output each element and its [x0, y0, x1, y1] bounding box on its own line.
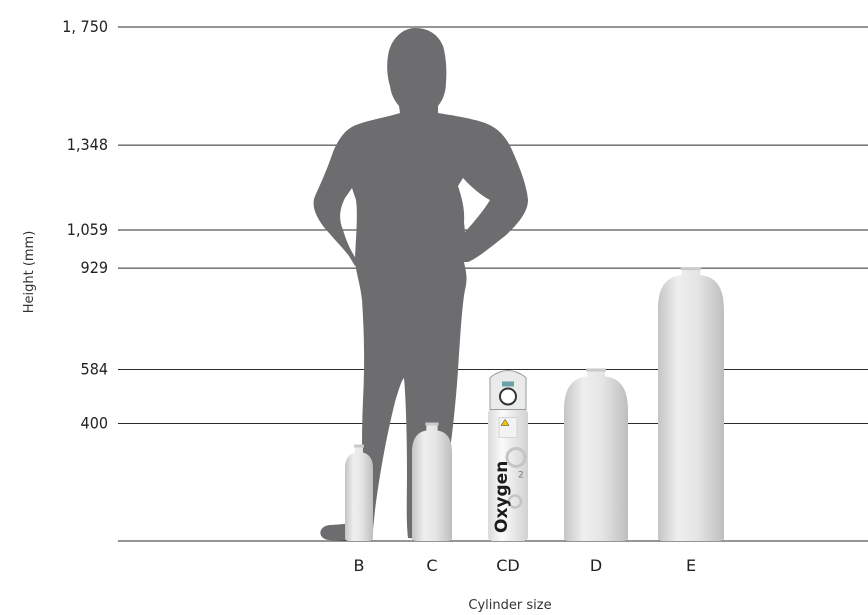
cylinder-layer: 2 Oxygen [345, 267, 724, 541]
cylinder-neck-ring [586, 368, 606, 372]
cylinder-cd: 2 Oxygen [488, 369, 528, 541]
grid-layer: 400 584 929 1,059 1,348 1, 750 [62, 17, 868, 542]
gauge-tag-icon [502, 381, 514, 387]
cylinder-neck-ring [680, 267, 702, 271]
y-axis-title: Height (mm) [22, 231, 37, 314]
silhouette-layer [313, 28, 528, 541]
pressure-gauge-icon [499, 387, 517, 406]
cylinder-c [412, 423, 452, 541]
o2-ring-icon [505, 446, 527, 468]
cylinder-d [564, 369, 628, 541]
cylinder-neck-ring [354, 444, 364, 448]
cylinder-brand-text: Oxygen [492, 461, 512, 533]
cylinder-e [658, 268, 724, 541]
category-label-layer: B C CD D E [354, 556, 697, 575]
cylinder-neck-ring [425, 422, 439, 426]
x-axis-title: Cylinder size [468, 598, 551, 613]
category-label: E [686, 556, 696, 575]
y-tick-label: 1, 750 [62, 17, 108, 36]
category-label: CD [496, 556, 520, 575]
y-tick-label: 1,059 [67, 220, 108, 239]
y-tick-label: 929 [81, 258, 108, 277]
human-silhouette [313, 28, 528, 541]
hazard-diamond-icon [500, 419, 510, 426]
cylinder-body [488, 409, 528, 541]
category-label: C [426, 556, 437, 575]
y-tick-label: 1,348 [67, 135, 108, 154]
o2-subscript: 2 [518, 470, 524, 480]
o2-ring-small-icon [507, 494, 523, 509]
hazard-label [498, 417, 518, 438]
cylinder-b [345, 445, 373, 541]
category-label: B [354, 556, 365, 575]
y-tick-label: 584 [81, 359, 108, 378]
y-tick-label: 400 [81, 414, 108, 433]
category-label: D [590, 556, 602, 575]
